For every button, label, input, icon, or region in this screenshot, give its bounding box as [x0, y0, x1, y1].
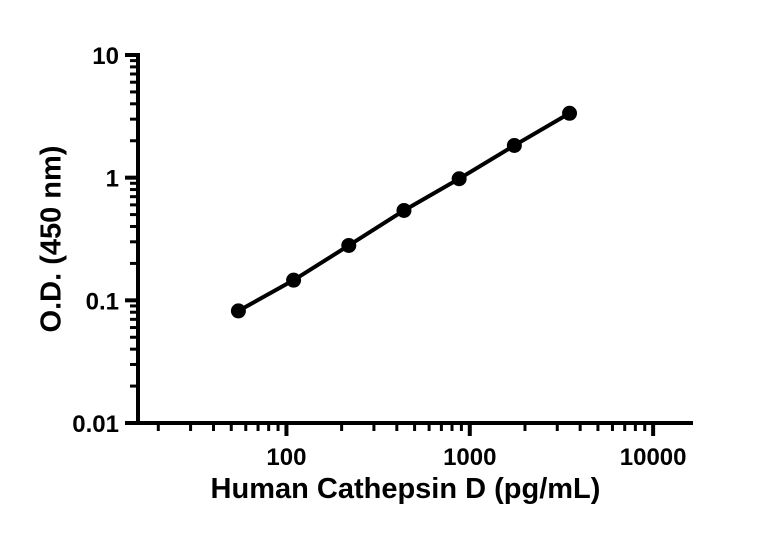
data-point	[230, 303, 246, 319]
y-axis-title: O.D. (450 nm)	[35, 145, 68, 333]
data-point	[562, 105, 578, 121]
x-tick-label: 1000	[443, 444, 496, 471]
data-point	[396, 202, 412, 218]
data-point	[286, 272, 302, 288]
x-axis-title: Human Cathepsin D (pg/mL)	[210, 473, 601, 505]
x-tick-label: 10000	[620, 444, 687, 471]
data-point	[341, 237, 357, 253]
y-tick-label: 10	[92, 43, 119, 70]
y-tick-label: 1	[106, 166, 119, 193]
data-point	[506, 137, 522, 153]
y-tick-label: 0.1	[86, 288, 119, 315]
data-point	[451, 171, 467, 187]
x-tick-label: 100	[266, 444, 306, 471]
y-tick-label: 0.01	[72, 411, 119, 438]
